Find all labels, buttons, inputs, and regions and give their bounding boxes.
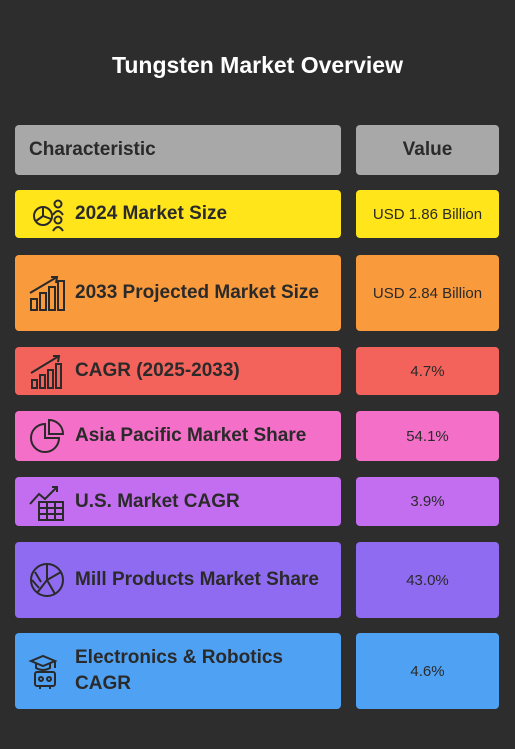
row-value: 43.0%	[356, 542, 499, 618]
header-characteristic: Characteristic	[15, 125, 341, 175]
growth-bars-icon	[27, 273, 67, 313]
row-value: USD 2.84 Billion	[356, 255, 499, 331]
row-value: 3.9%	[356, 477, 499, 526]
row-label: Electronics & Robotics CAGR	[75, 647, 283, 694]
pie-segments-icon	[27, 560, 67, 600]
row-label: 2033 Projected Market Size	[75, 282, 319, 303]
row-label-market-size-2024: 2024 Market Size	[15, 190, 341, 238]
row-label-cagr: CAGR (2025-2033)	[15, 347, 341, 395]
row-label-us-market-cagr: U.S. Market CAGR	[15, 477, 341, 526]
pie-chart-icon	[27, 416, 67, 456]
chart-title: Tungsten Market Overview	[112, 52, 403, 78]
row-value: 54.1%	[356, 411, 499, 461]
row-label-electronics-robotics-cagr: Electronics & Robotics CAGR	[15, 633, 341, 709]
row-label: Asia Pacific Market Share	[75, 425, 307, 446]
row-value: 4.6%	[356, 633, 499, 709]
row-label-projected-market-size: 2033 Projected Market Size	[15, 255, 341, 331]
bar-chart-arrow-icon	[27, 351, 67, 391]
row-label: Mill Products Market Share	[75, 569, 319, 590]
header-value: Value	[356, 125, 499, 175]
row-value: 4.7%	[356, 347, 499, 395]
row-label: 2024 Market Size	[75, 203, 228, 224]
row-label-asia-pacific-share: Asia Pacific Market Share	[15, 411, 341, 461]
row-label: CAGR (2025-2033)	[75, 360, 240, 381]
calculator-trend-icon	[27, 482, 67, 522]
row-label: U.S. Market CAGR	[75, 490, 240, 512]
row-value: USD 1.86 Billion	[356, 190, 499, 238]
robot-icon	[27, 651, 67, 691]
row-label-mill-products-share: Mill Products Market Share	[15, 542, 341, 618]
pie-people-icon	[27, 194, 67, 234]
